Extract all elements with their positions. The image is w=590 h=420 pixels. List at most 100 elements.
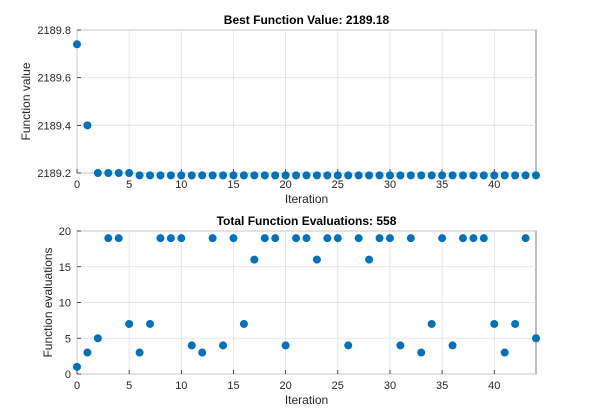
data-point — [281, 341, 290, 350]
data-point — [333, 234, 342, 243]
best-function-value-chart: 0 5 10 15 20 25 30 35 40 2189.2 2189.4 2189.6 2189.8… — [19, 13, 540, 206]
data-point — [323, 234, 332, 243]
data-point — [166, 171, 175, 180]
data-point — [521, 234, 530, 243]
data-point — [302, 234, 311, 243]
x-tick-label: 40 — [488, 380, 500, 392]
data-point — [396, 341, 405, 350]
data-point — [125, 169, 134, 177]
data-point — [292, 234, 301, 243]
data-point — [156, 171, 165, 180]
data-point — [323, 171, 332, 180]
data-point — [438, 171, 447, 180]
data-point — [511, 319, 520, 328]
y-tick-label: 2189.2 — [37, 168, 71, 180]
data-point — [177, 234, 186, 243]
data-point — [177, 171, 186, 180]
data-point — [73, 362, 81, 371]
data-point — [354, 234, 363, 243]
data-point — [198, 348, 207, 357]
data-point — [344, 171, 353, 180]
data-point — [406, 171, 415, 180]
data-point — [375, 234, 384, 243]
data-point — [93, 169, 102, 177]
x-tick-label: 0 — [74, 179, 80, 191]
x-tick-label: 25 — [332, 380, 344, 392]
data-point — [104, 234, 113, 243]
data-point — [166, 234, 175, 243]
data-point — [458, 234, 467, 243]
data-point — [532, 334, 540, 343]
x-tick-label: 35 — [436, 179, 448, 191]
data-point — [156, 234, 165, 243]
data-point — [427, 319, 436, 328]
data-point — [187, 171, 196, 180]
data-point — [469, 171, 478, 180]
y-tick-label: 2189.6 — [37, 73, 71, 85]
data-point — [385, 171, 394, 180]
data-point — [385, 234, 394, 243]
data-point — [448, 171, 457, 180]
data-point — [365, 171, 374, 180]
data-point — [333, 171, 342, 180]
data-point — [292, 171, 301, 180]
data-point — [375, 171, 384, 180]
x-tick-label: 15 — [227, 179, 239, 191]
data-point — [229, 171, 238, 180]
data-point — [146, 171, 155, 180]
x-axis-label: Iteration — [285, 192, 328, 206]
x-tick-label: 20 — [280, 179, 292, 191]
y-axis-label: Function value — [19, 62, 33, 140]
data-point — [135, 348, 144, 357]
x-tick-label: 40 — [488, 179, 500, 191]
y-tick-label: 2189.8 — [37, 25, 71, 37]
data-point — [125, 319, 134, 328]
data-point — [417, 171, 426, 180]
data-point — [250, 171, 259, 180]
data-point — [344, 341, 353, 350]
data-point — [479, 234, 488, 243]
total-function-evaluations-chart: 0 5 10 15 20 25 30 35 40 0 5 10 15 20 Total Function … — [41, 214, 540, 407]
data-point — [406, 234, 415, 243]
data-point — [458, 171, 467, 180]
data-point — [469, 234, 478, 243]
data-point — [438, 234, 447, 243]
data-point — [271, 171, 280, 180]
data-point — [93, 334, 102, 343]
data-point — [312, 255, 321, 264]
y-tick-label: 5 — [65, 333, 71, 345]
x-tick-label: 35 — [436, 380, 448, 392]
x-tick-label: 0 — [74, 380, 80, 392]
data-point — [219, 341, 228, 350]
x-tick-label: 5 — [126, 380, 132, 392]
data-point — [146, 319, 155, 328]
x-tick-label: 15 — [227, 380, 239, 392]
data-point — [490, 319, 499, 328]
data-point — [511, 171, 520, 180]
data-point — [532, 171, 540, 180]
data-point — [312, 171, 321, 180]
data-point — [114, 169, 123, 177]
data-point — [479, 171, 488, 180]
data-point — [396, 171, 405, 180]
data-point — [500, 171, 509, 180]
data-point — [229, 234, 238, 243]
x-tick-label: 10 — [175, 179, 187, 191]
y-tick-label: 0 — [65, 369, 71, 381]
y-tick-label: 15 — [59, 262, 71, 274]
data-point — [83, 121, 92, 130]
data-point — [417, 348, 426, 357]
x-tick-label: 10 — [175, 380, 187, 392]
y-tick-label: 2189.4 — [37, 120, 71, 132]
data-point — [83, 348, 92, 357]
y-axis-label: Function evaluations — [41, 247, 55, 357]
data-point — [73, 40, 81, 49]
data-point — [281, 171, 290, 180]
data-point — [239, 319, 248, 328]
y-tick-label: 10 — [59, 298, 71, 310]
x-tick-label: 30 — [384, 179, 396, 191]
data-point — [302, 171, 311, 180]
data-point — [219, 171, 228, 180]
data-point — [260, 171, 269, 180]
